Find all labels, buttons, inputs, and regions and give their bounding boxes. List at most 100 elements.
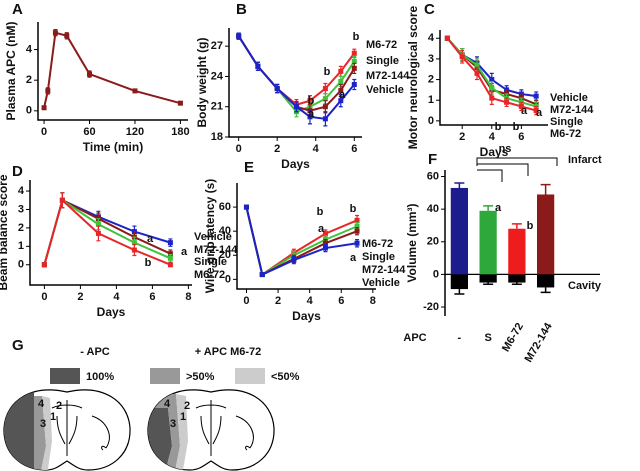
group-label: - APC [80, 346, 110, 358]
x-tick-label: M72-144 [523, 320, 556, 364]
y-tick-label: 1 [428, 94, 434, 106]
x-tick-label: 4 [313, 143, 320, 155]
marker [167, 262, 173, 268]
marker [322, 240, 328, 246]
panel-label: A [12, 1, 23, 18]
y-tick-label: 40 [427, 203, 439, 215]
marker [243, 204, 249, 210]
region-label: 1 [180, 411, 186, 423]
significance-bracket [476, 157, 558, 182]
y-tick-label: 60 [219, 201, 231, 213]
x-tick-label: 2 [274, 143, 280, 155]
line [245, 206, 358, 277]
marker [131, 240, 137, 246]
y-tick-label: 0 [428, 115, 434, 127]
marker [177, 100, 183, 106]
y-tick-label: 20 [219, 249, 231, 261]
region-label: 2 [184, 400, 190, 412]
error-bar [511, 282, 522, 285]
marker [236, 33, 242, 39]
x-tick-label: - [458, 332, 462, 344]
marker [322, 86, 328, 92]
x-tick-label: 0 [236, 143, 242, 155]
damage-core [3, 389, 34, 470]
marker [489, 95, 495, 101]
legend-label: Vehicle [194, 231, 232, 243]
marker [293, 104, 299, 110]
marker [255, 63, 261, 69]
x-tick-label: 2 [77, 291, 83, 303]
annotation: b [145, 257, 152, 269]
marker [322, 96, 328, 102]
marker [322, 104, 328, 110]
region-label: 3 [40, 418, 46, 430]
line [245, 206, 358, 276]
legend-label: M6-72 [550, 128, 581, 140]
line [245, 206, 358, 277]
annotation: b [324, 66, 331, 78]
x-tick-label: 0 [41, 126, 47, 138]
region-label: 3 [170, 418, 176, 430]
x-axis-label: Days [281, 157, 310, 171]
legend-label: >50% [186, 371, 215, 383]
x-tick-label: 2 [275, 295, 281, 307]
legend-label: M72-144 [366, 70, 410, 82]
region-label: 4 [38, 398, 45, 410]
y-tick-label: 4 [428, 32, 435, 44]
marker [533, 93, 539, 99]
axes [236, 183, 376, 290]
error-bar [540, 287, 551, 294]
marker [354, 240, 360, 246]
marker [167, 255, 173, 261]
x-tick-label: 6 [149, 291, 155, 303]
y-tick-label: 0 [26, 105, 32, 117]
marker [307, 114, 313, 120]
panel-label: C [424, 1, 435, 18]
marker [322, 245, 328, 251]
y-tick-label: 1 [18, 240, 24, 252]
marker [45, 88, 51, 94]
legend-label: M72-144 [362, 264, 406, 276]
annotation: ns [499, 143, 512, 155]
region-label: 1 [50, 411, 56, 423]
marker [322, 116, 328, 122]
panel-g: G - APC + APC M6-72 100% >50% <50% 4 2 1… [3, 337, 300, 471]
marker [87, 71, 93, 77]
marker [322, 231, 328, 237]
marker [132, 88, 138, 94]
marker [354, 217, 360, 223]
y-axis-label: Motor neurological score [406, 5, 420, 149]
x-axis-label: APC [403, 332, 426, 344]
x-tick-label: 0 [243, 295, 249, 307]
marker [518, 103, 524, 109]
annotation: a [350, 252, 357, 264]
y-axis-label: Wire grip latency (s) [203, 179, 217, 294]
marker [338, 68, 344, 74]
legend-label: Vehicle [362, 277, 400, 289]
marker [459, 54, 465, 60]
bar [450, 274, 468, 290]
marker [338, 78, 344, 84]
marker [351, 65, 357, 71]
line [245, 206, 358, 277]
region-label: 2 [56, 400, 62, 412]
damage-outer [40, 396, 52, 470]
error-bar [483, 282, 494, 285]
y-tick-label: 4 [18, 185, 25, 197]
legend-swatch [150, 368, 180, 384]
y-tick-label: 20 [427, 236, 439, 248]
panel-label: B [236, 1, 247, 18]
marker [41, 105, 47, 111]
annotation: a [308, 108, 315, 120]
marker [52, 30, 58, 36]
axes [37, 22, 188, 121]
annotation: b [350, 203, 357, 215]
bar [479, 210, 497, 275]
marker [41, 262, 47, 268]
y-tick-label: 2 [428, 73, 434, 85]
x-axis-label: Time (min) [83, 140, 143, 154]
x-tick-label: 8 [370, 295, 376, 307]
marker [95, 221, 101, 227]
y-tick-label: 0 [225, 273, 231, 285]
